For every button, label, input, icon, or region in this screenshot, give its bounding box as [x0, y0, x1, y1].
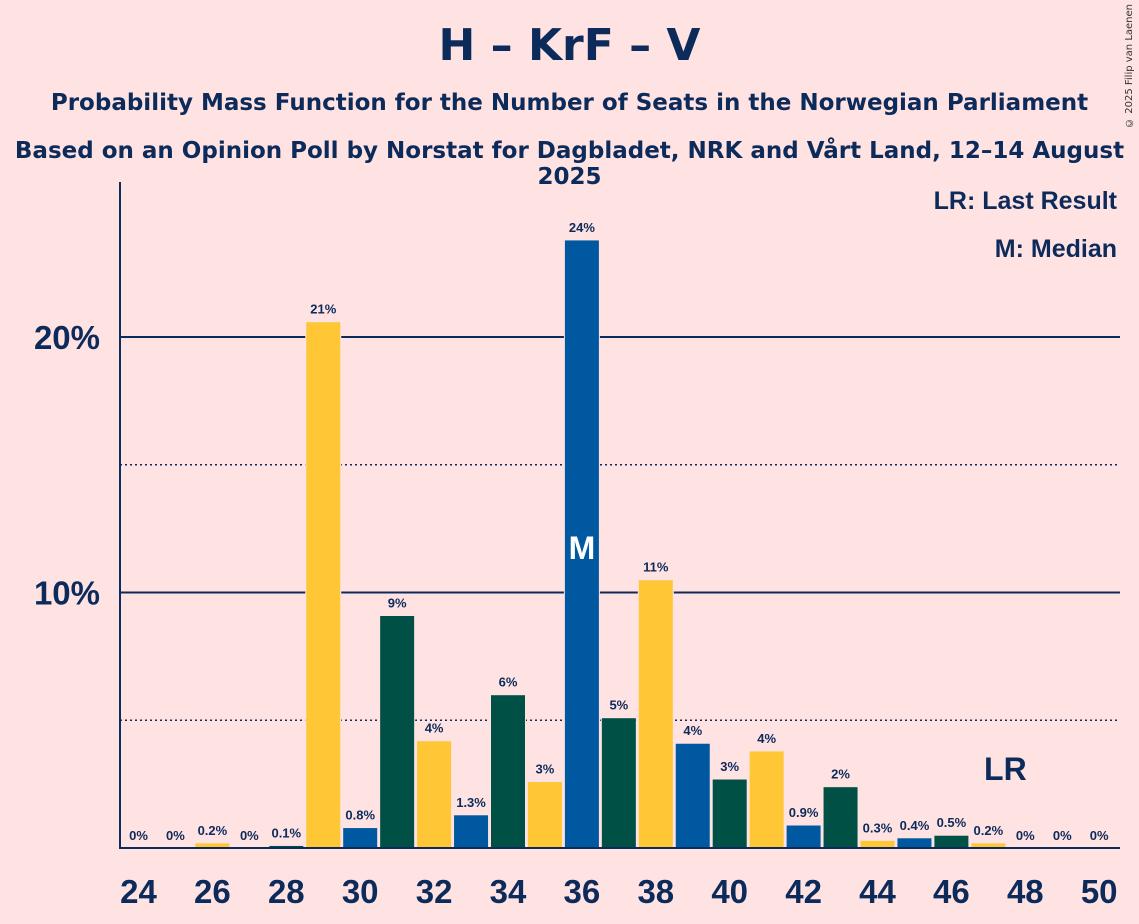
bar-seat-45: [896, 837, 933, 849]
data-label-seat-31: 9%: [388, 595, 407, 610]
bars: [194, 239, 1007, 849]
bar-seat-30: [342, 827, 379, 849]
bar-seat-38: [637, 579, 674, 849]
bar-seat-33: [453, 814, 490, 849]
data-label-seat-49: 0%: [1053, 828, 1072, 843]
x-tick-50: 50: [1081, 873, 1118, 910]
data-label-seat-37: 5%: [609, 698, 628, 713]
x-tick-46: 46: [933, 873, 970, 910]
data-label-seat-26: 0.2%: [198, 823, 228, 838]
bar-seat-34: [490, 694, 526, 849]
y-tick-20: 20%: [34, 319, 100, 356]
x-tick-36: 36: [564, 873, 601, 910]
data-label-seat-42: 0.9%: [789, 805, 819, 820]
data-label-seat-43: 2%: [831, 767, 850, 782]
bar-seat-46: [933, 834, 970, 849]
data-label-seat-28: 0.1%: [271, 825, 301, 840]
x-tick-38: 38: [637, 873, 674, 910]
bar-seat-29: [305, 321, 342, 849]
data-label-seat-27: 0%: [240, 828, 259, 843]
bar-seat-32: [416, 740, 453, 849]
bar-seat-39: [674, 742, 711, 849]
bar-seat-41: [748, 750, 785, 849]
data-label-seat-25: 0%: [166, 828, 185, 843]
data-label-seat-35: 3%: [536, 762, 555, 777]
grid-lines: [120, 336, 1120, 721]
median-marker: M: [569, 530, 596, 566]
data-label-seat-38: 11%: [643, 560, 669, 575]
data-label-seat-47: 0.2%: [974, 823, 1004, 838]
y-tick-10: 10%: [34, 575, 100, 612]
bar-seat-43: [822, 786, 859, 849]
data-label-seat-39: 4%: [683, 723, 702, 738]
data-label-seat-50: 0%: [1090, 828, 1109, 843]
data-label-seat-45: 0.4%: [900, 818, 930, 833]
bar-seat-40: [711, 778, 748, 849]
bar-seat-44: [859, 839, 896, 849]
x-tick-26: 26: [194, 873, 231, 910]
data-label-seat-44: 0.3%: [863, 820, 893, 835]
data-label-seat-24: 0%: [129, 828, 148, 843]
x-tick-34: 34: [490, 873, 527, 910]
legend-median: M: Median: [995, 235, 1117, 263]
legend-last-result: LR: Last Result: [934, 187, 1118, 215]
chart-title: H – KrF – V: [438, 20, 701, 71]
data-label-seat-29: 21%: [310, 302, 336, 317]
data-label-seat-48: 0%: [1016, 828, 1035, 843]
axes: [119, 182, 1120, 849]
chart-subtitle-2: Based on an Opinion Poll by Norstat for …: [14, 138, 1125, 190]
y-tick-labels: 10% 20%: [34, 319, 100, 612]
x-tick-28: 28: [268, 873, 305, 910]
data-label-seat-41: 4%: [757, 731, 776, 746]
x-tick-48: 48: [1007, 873, 1044, 910]
chart-subtitle: Probability Mass Function for the Number…: [50, 90, 1089, 116]
x-tick-24: 24: [120, 873, 157, 910]
data-label-seat-32: 4%: [425, 721, 444, 736]
data-label-seat-34: 6%: [499, 675, 518, 690]
bar-seat-42: [785, 824, 822, 849]
data-label-seat-30: 0.8%: [345, 808, 375, 823]
x-tick-40: 40: [711, 873, 748, 910]
x-tick-labels: 24 26 28 30 32 34 36 38 40 42 44 46 48 50: [120, 873, 1117, 910]
data-label-seat-36: 24%: [569, 220, 595, 235]
x-tick-30: 30: [342, 873, 379, 910]
bar-seat-31: [379, 614, 416, 849]
data-label-seat-33: 1.3%: [456, 795, 486, 810]
data-labels: 0% 0% 0.2% 0% 0.1% 21% 0.8% 9% 4% 1.3% 6% 3% 24% 5% 11…: [129, 220, 1109, 843]
bar-seat-35: [526, 781, 563, 849]
data-label-seat-40: 3%: [720, 759, 739, 774]
bar-seat-37: [600, 717, 637, 849]
x-tick-42: 42: [785, 873, 822, 910]
last-result-marker: LR: [984, 751, 1027, 787]
x-tick-44: 44: [859, 873, 896, 910]
data-label-seat-46: 0.5%: [937, 815, 967, 830]
x-tick-32: 32: [416, 873, 453, 910]
